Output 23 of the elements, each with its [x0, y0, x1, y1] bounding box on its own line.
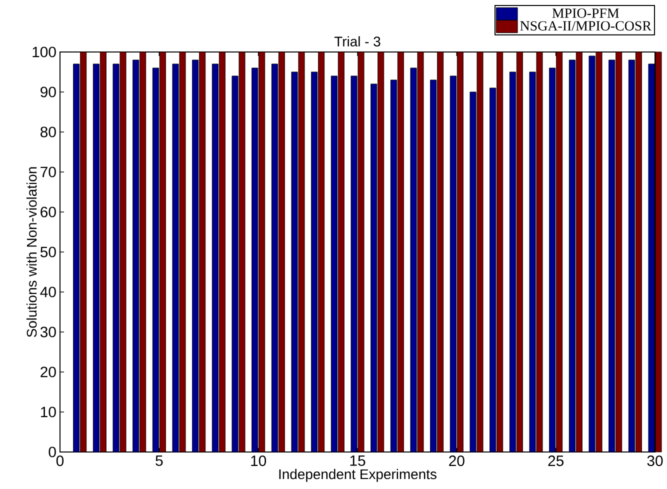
x-tick-label: 15 — [350, 456, 366, 466]
y-tick-label: 0 — [48, 446, 56, 458]
y-tick-label: 40 — [40, 286, 56, 298]
legend-label: NSGA-II/MPIO-COSR — [520, 21, 652, 31]
x-axis-title: Independent Experiments — [279, 468, 436, 482]
x-tick-label: 25 — [548, 456, 564, 466]
x-tick-label: 20 — [449, 456, 464, 466]
y-tick-label: 10 — [41, 406, 56, 418]
y-tick-label: 90 — [40, 86, 56, 98]
x-tick-label: 10 — [251, 456, 266, 466]
x-tick-label: 0 — [56, 456, 64, 466]
x-tick-label: 5 — [156, 456, 163, 466]
y-axis-title: Solutions with Non-violation — [26, 167, 37, 338]
x-tick-label: 30 — [647, 456, 663, 466]
y-tick-label: 20 — [40, 366, 56, 378]
y-tick-label: 70 — [40, 166, 56, 178]
y-tick-label: 30 — [40, 326, 56, 338]
chart-title: Trial - 3 — [334, 36, 380, 46]
y-tick-label: 50 — [40, 246, 56, 258]
text: MPIO-PFM — [552, 8, 619, 18]
y-tick-label: 60 — [40, 206, 56, 218]
y-tick-label: 80 — [40, 126, 56, 138]
y-tick-label: 100 — [32, 46, 56, 58]
